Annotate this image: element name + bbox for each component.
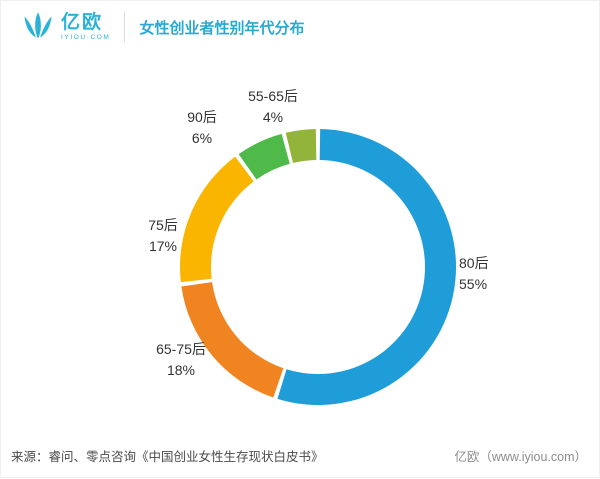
segment-name: 75后 xyxy=(148,217,178,233)
segment-pct: 17% xyxy=(148,238,178,254)
source-note: 来源：睿问、零点咨询《中国创业女性生存现状白皮书》 xyxy=(11,450,324,464)
brand-name: 亿欧 xyxy=(61,11,104,33)
donut-segment-90后 xyxy=(238,133,290,180)
segment-label-55-65hou: 55-65后 4% xyxy=(237,86,309,128)
segment-pct: 6% xyxy=(191,130,213,146)
brand: 亿欧 IYIOU·COM xyxy=(21,11,110,43)
segment-name: 65-75后 xyxy=(156,341,206,357)
segment-label-75hou: 75后 17% xyxy=(137,215,189,257)
site-credit: 亿欧（www.iyiou.com） xyxy=(454,450,587,464)
segment-name: 80后 xyxy=(459,255,489,271)
segment-pct: 18% xyxy=(166,362,196,378)
brand-text: 亿欧 IYIOU·COM xyxy=(61,13,110,42)
segment-pct: 4% xyxy=(262,109,284,125)
brand-subtitle: IYIOU·COM xyxy=(61,33,111,41)
donut-segment-65-75后 xyxy=(181,282,284,398)
iyiou-logo-icon xyxy=(24,12,52,39)
segment-label-90hou: 90后 6% xyxy=(177,107,227,149)
segment-name: 55-65后 xyxy=(248,88,298,104)
donut-segment-75后 xyxy=(179,156,254,283)
segment-label-80hou: 80后 55% xyxy=(459,253,519,295)
page-title: 女性创业者性别年代分布 xyxy=(139,19,305,37)
segment-pct: 55% xyxy=(459,276,488,292)
segment-label-65-75hou: 65-75后 18% xyxy=(143,339,219,381)
donut-chart xyxy=(179,129,457,406)
donut-segment-80后 xyxy=(277,129,457,406)
donut-segment-55-65后 xyxy=(285,129,317,163)
header: 亿欧 IYIOU·COM 女性创业者性别年代分布 xyxy=(21,11,304,43)
header-divider xyxy=(124,12,126,42)
segment-name: 90后 xyxy=(187,109,217,125)
